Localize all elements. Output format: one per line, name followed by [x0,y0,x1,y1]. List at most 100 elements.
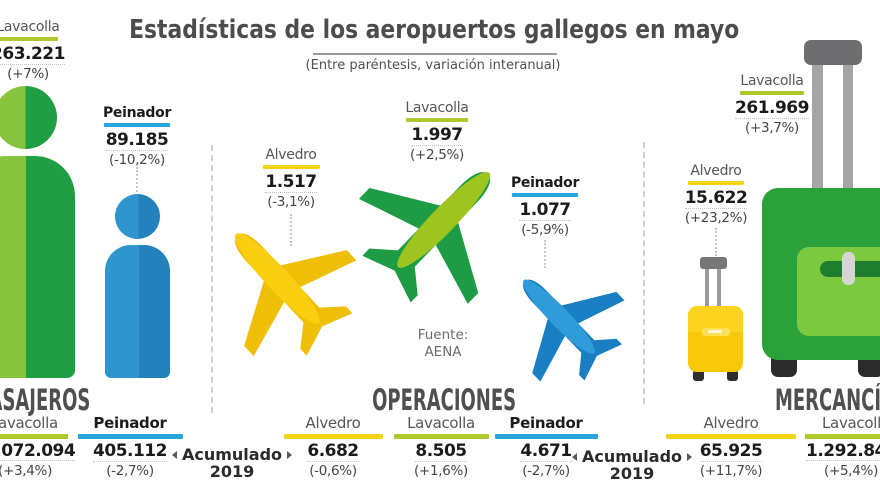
airport-label: Alvedro [690,163,742,179]
stat-value: 1.077 [519,200,571,221]
stat-value: 263.221 [0,45,65,65]
underline-bar [512,193,578,197]
person-figure-body-peinador [105,245,170,378]
stat-variation: (+7%) [7,66,49,82]
stat-variation: (+3,7%) [744,120,800,136]
stat-operaciones-alvedro: Alvedro 1.517 (-3,1%) [231,148,351,210]
section-title-mercancias: MERCANCÍAS [775,383,880,417]
airport-label: Lavacolla [0,414,58,432]
underline-bar [393,434,489,439]
stat-variation: (-5,9%) [521,222,569,238]
section-title-pasajeros: PASAJEROS [0,383,91,417]
acumulado-year: 2019 [209,462,255,481]
acumulado-text: Acumulado [181,445,283,464]
airport-label: Peinador [93,414,167,432]
stat-value: 89.185 [105,130,169,151]
acumulado-2019-label: Acumulado 2019 [167,446,297,480]
stat-value: 261.969 [735,98,809,119]
stat-variation: (+5,4%) [824,463,879,479]
stat-operaciones-peinador: Peinador 1.077 (-5,9%) [485,176,605,238]
source-label: Fuente: [417,327,469,343]
page-title: Estadísticas de los aeropuertos gallegos… [128,15,740,45]
source-name: AENA [424,344,462,360]
stat-value: 65.925 [699,441,763,462]
leader-line [290,214,292,246]
acumulado-text: Acumulado [581,447,683,466]
stat-acum-operaciones-alvedro: Alvedro 6.682 (-0,6%) [273,415,393,479]
underline-bar [283,434,383,439]
stat-variation: (-0,6%) [309,463,357,479]
underline-bar [494,434,598,439]
underline-bar [688,181,744,185]
section-title-operaciones: OPERACIONES [372,383,516,417]
airport-label: Lavacolla [822,414,880,432]
stat-value: 6.682 [307,441,359,462]
underline-bar [805,434,880,439]
underline-bar [104,123,170,127]
page-subtitle: (Entre paréntesis, variación interanual) [305,58,561,73]
airport-label: Peinador [510,175,580,191]
acumulado-2019-label: Acumulado 2019 [567,448,697,482]
stat-acum-mercancias-alvedro: Alvedro 65.925 (+11,7%) [666,414,796,479]
stat-pasajeros-lavacolla: Lavacolla 263.221 (+7%) [0,20,88,82]
arrow-decoration [687,452,693,461]
airport-label: Lavacolla [0,19,60,35]
title-underline [313,53,557,55]
stat-variation: (+3,4%) [0,463,53,479]
stat-mercancias-alvedro: Alvedro 15.622 (+23,2%) [656,164,776,226]
airport-label: Peinador [509,414,583,432]
stat-mercancias-lavacolla: Lavacolla 261.969 (+3,7%) [712,74,832,136]
leader-line [544,240,546,268]
airport-label: Lavacolla [407,414,475,432]
underline-bar [0,434,68,439]
airport-label: Alvedro [305,414,361,432]
arrow-decoration [287,450,293,459]
airport-label: Peinador [102,105,172,121]
stat-value: 1.997 [411,125,463,146]
airplane-icon-peinador [523,279,625,382]
airport-label: Alvedro [703,414,759,432]
underline-bar [262,165,320,169]
stat-value: 15.622 [684,188,748,209]
acumulado-year: 2019 [609,464,655,483]
stat-value: 405.112 [93,441,167,462]
person-figure-body-lavacolla [0,156,75,378]
source-note: Fuente: AENA [393,327,493,361]
airport-label: Alvedro [265,147,317,163]
leader-line [715,228,717,256]
underline-bar [77,434,183,439]
stat-variation: (+1,6%) [413,463,469,479]
stat-variation: (-2,7%) [522,463,570,479]
stat-variation: (-2,7%) [106,463,154,479]
stat-acum-pasajeros-peinador: Peinador 405.112 (-2,7%) [70,415,190,479]
person-figure-head-peinador [115,194,160,239]
section-divider [643,142,645,404]
stat-value: 4.671 [520,441,572,462]
stat-variation: (-3,1%) [267,194,315,210]
stat-variation: (+11,7%) [699,463,763,479]
arrow-decoration [571,452,577,461]
underline-bar [740,91,804,95]
stat-variation: (-10,2%) [109,152,165,168]
underline-bar [406,118,468,122]
stat-value: 8.505 [415,441,467,462]
stat-value: 1.072.094 [0,442,76,461]
airplane-icon-lavacolla [358,171,491,304]
airport-label: Lavacolla [405,100,469,116]
section-divider [211,145,213,413]
stat-pasajeros-peinador: Peinador 89.185 (-10,2%) [77,106,197,168]
stat-variation: (+23,2%) [684,210,748,226]
stat-operaciones-lavacolla: Lavacolla 1.997 (+2,5%) [377,101,497,163]
airplane-icon-alvedro [234,233,357,357]
leader-line [136,167,138,192]
person-figure-head-lavacolla [0,86,57,149]
underline-bar [0,37,58,41]
arrow-decoration [171,450,177,459]
stat-acum-operaciones-peinador: Peinador 4.671 (-2,7%) [486,415,606,479]
stat-acum-operaciones-lavacolla: Lavacolla 8.505 (+1,6%) [381,415,501,479]
underline-bar [666,434,796,439]
stat-value: 1.292.84 [806,442,880,461]
stat-value: 1.517 [265,172,317,193]
airport-label: Lavacolla [740,73,804,89]
